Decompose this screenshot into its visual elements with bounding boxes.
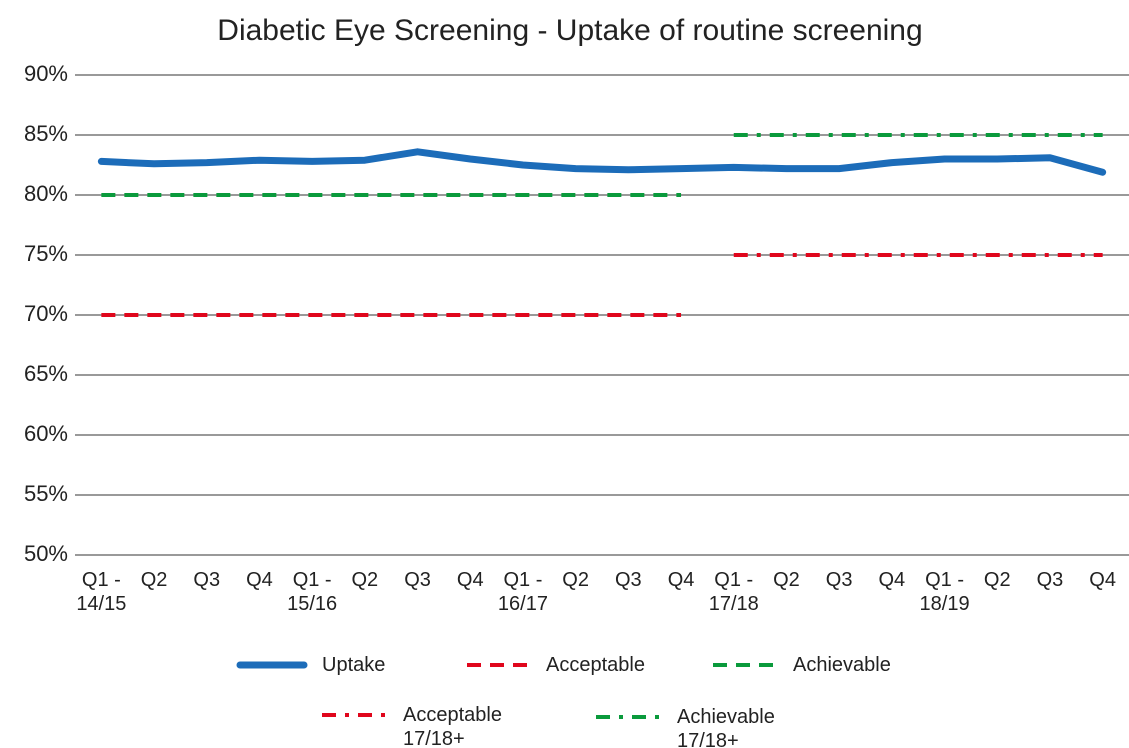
x-tick-label: Q2 — [351, 569, 379, 591]
x-tick-label: Q1 - 16/17 — [497, 569, 548, 615]
legend-label: Achievable — [793, 654, 891, 676]
y-tick-label: 80% — [24, 181, 68, 206]
x-tick-label: Q3 — [615, 569, 642, 591]
x-tick-label: Q4 — [1089, 569, 1116, 591]
x-tick-label: Q4 — [456, 569, 484, 591]
x-tick-label: Q4 — [246, 569, 273, 591]
y-tick-label: 90% — [24, 61, 68, 86]
x-tick-label: Q4 — [667, 569, 695, 591]
y-tick-label: 50% — [24, 541, 68, 566]
x-tick-label: Q4 — [878, 569, 906, 591]
x-tick-label: Q3 — [193, 569, 221, 591]
line-series — [97, 148, 1107, 176]
y-tick-label: 65% — [24, 361, 68, 386]
x-tick-label: Q1 - 18/19 — [919, 569, 970, 615]
x-tick-label: Q3 — [1036, 569, 1064, 591]
y-tick-label: 70% — [24, 301, 68, 326]
y-tick-label: 75% — [24, 241, 68, 266]
y-tick-label: 55% — [24, 481, 68, 506]
legend-label: Uptake — [322, 654, 386, 676]
chart-title: Diabetic Eye Screening - Uptake of routi… — [217, 14, 922, 47]
x-tick-label: Q1 - 14/15 — [76, 569, 127, 615]
x-tick-label: Q2 — [983, 569, 1011, 591]
y-tick-label: 85% — [24, 121, 68, 146]
x-tick-label: Q2 — [562, 569, 589, 591]
x-tick-label: Q3 — [404, 569, 431, 591]
y-tick-label: 60% — [24, 421, 68, 446]
x-tick-label: Q2 — [773, 569, 800, 591]
x-tick-label: Q3 — [825, 569, 853, 591]
x-tick-label: Q1 - 17/18 — [708, 569, 759, 615]
x-tick-label: Q1 - 15/16 — [287, 569, 338, 615]
legend-label: Acceptable — [546, 654, 645, 676]
legend-label: Achievable 17/18+ — [677, 706, 775, 748]
legend-label: Acceptable 17/18+ — [403, 704, 502, 748]
x-tick-label: Q2 — [140, 569, 168, 591]
